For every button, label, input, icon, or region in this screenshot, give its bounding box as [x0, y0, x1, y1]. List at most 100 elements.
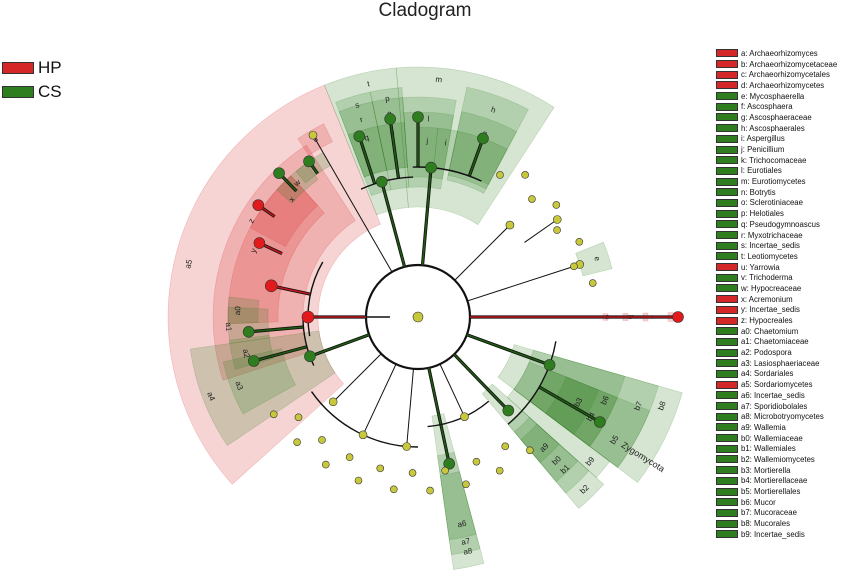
legend-swatch	[716, 177, 738, 186]
legend-item: b: Archaeorhizomycetaceae	[716, 59, 850, 70]
legend-item: c: Archaeorhizomycetales	[716, 69, 850, 80]
legend-text: b3: Mortierella	[741, 465, 791, 475]
branch-fill	[421, 167, 432, 266]
tree-node	[528, 195, 536, 203]
clade-label-q: q	[363, 133, 370, 143]
tree-node	[301, 310, 315, 324]
branch-fill	[428, 367, 450, 464]
clade-sector-a1	[227, 306, 270, 344]
clade-sector-a9	[520, 423, 560, 463]
legend-item: r: Myxotrichaceae	[716, 230, 850, 241]
legend-text: l: Eurotiales	[741, 166, 782, 176]
legend-item: m: Eurotiomycetes	[716, 176, 850, 187]
clade-label-w: w	[291, 178, 302, 189]
tree-node	[501, 442, 510, 451]
legend-text: k: Trichocomaceae	[741, 155, 807, 165]
legend-item: v: Trichoderma	[716, 272, 850, 283]
tree-node	[353, 130, 366, 143]
legend-text: b7: Mucoraceae	[741, 508, 797, 518]
legend-item: b8: Mucorales	[716, 518, 850, 529]
tree-node	[543, 359, 556, 371]
branch-fill	[453, 353, 509, 412]
tree-node	[412, 311, 424, 323]
tree-node	[441, 466, 449, 475]
clade-sector-a4	[189, 330, 336, 447]
legend-swatch	[716, 92, 738, 101]
tree-node	[294, 413, 303, 422]
legend-swatch	[716, 134, 738, 143]
legend-item: j: Penicillium	[716, 144, 850, 155]
legend-item: a9: Wallemia	[716, 422, 850, 433]
clade-label-a1: a1	[224, 322, 233, 332]
legend-swatch	[716, 348, 738, 357]
clade-label-a4: a4	[205, 391, 217, 403]
legend-swatch	[716, 316, 738, 325]
legend-item: f: Ascosphaera	[716, 101, 850, 112]
branch	[312, 134, 393, 273]
legend-swatch	[716, 252, 738, 261]
branch	[524, 219, 558, 243]
legend-text: y: Incertae_sedis	[741, 305, 800, 315]
clade-sector-z	[212, 144, 356, 381]
tree-node	[496, 171, 504, 179]
branch-fill	[358, 136, 376, 185]
clade-label-b7: b7	[632, 400, 644, 412]
legend-text: a0: Chaetomium	[741, 326, 799, 336]
legend-text: i: Aspergillus	[741, 134, 785, 144]
legend-swatch	[716, 263, 738, 272]
legend-swatch	[716, 124, 738, 133]
legend-text: r: Myxotrichaceae	[741, 230, 803, 240]
legend-item: d: Archaeorhizomycetes	[716, 80, 850, 91]
clade-label-p: p	[384, 94, 390, 104]
legend-swatch	[716, 369, 738, 378]
legend-item: a8: Microbotryomycetes	[716, 411, 850, 422]
tree-node	[521, 171, 529, 179]
legend-swatch	[716, 337, 738, 346]
legend-swatch	[716, 327, 738, 336]
legend-swatch	[716, 508, 738, 517]
tree-node	[376, 464, 385, 473]
legend-item: b6: Mucor	[716, 497, 850, 508]
legend-text: b1: Wallemiales	[741, 444, 796, 454]
branch-fill	[309, 334, 370, 358]
clade-label-a2: a2	[241, 348, 252, 359]
clade-sector-b9	[506, 388, 611, 479]
clade-label-b8: b8	[656, 400, 668, 412]
legend-swatch	[716, 455, 738, 464]
clade-label-a7: a7	[460, 536, 471, 547]
legend-text: b8: Mucorales	[741, 519, 790, 529]
tree-node	[354, 476, 363, 485]
legend-item: p: Helotiales	[716, 208, 850, 219]
legend-text: z: Hypocreales	[741, 316, 793, 326]
branch-fill	[253, 345, 308, 362]
legend-item: a7: Sporidiobolales	[716, 401, 850, 412]
legend-swatch	[716, 145, 738, 154]
legend-item: a6: Incertae_sedis	[716, 390, 850, 401]
tree-node	[495, 466, 504, 475]
legend-item: z: Hypocreales	[716, 315, 850, 326]
tree-node	[570, 262, 578, 271]
legend-swatch	[716, 273, 738, 282]
legend-swatch	[716, 519, 738, 528]
legend-text: a2: Podospora	[741, 348, 792, 358]
legend-item: e: Mycosphaerella	[716, 91, 850, 102]
legend-item: a2: Podospora	[716, 347, 850, 358]
branch	[439, 363, 465, 417]
legend-text: q: Pseudogymnoascus	[741, 219, 820, 229]
branch-arc	[412, 166, 482, 182]
cs-label: CS	[38, 82, 62, 101]
branch	[406, 368, 414, 447]
tree-node	[269, 410, 278, 419]
legend-item: x: Acremonium	[716, 294, 850, 305]
legend-item: b1: Wallemiales	[716, 443, 850, 454]
tree-node	[426, 486, 434, 495]
legend-swatch	[716, 530, 738, 539]
branch-arc	[507, 341, 557, 425]
cs-swatch	[2, 86, 34, 98]
tree-node	[505, 220, 515, 230]
tree-node	[318, 436, 326, 444]
clade-label-t: t	[366, 79, 371, 88]
tree-node	[253, 237, 266, 249]
tree-node	[575, 237, 584, 246]
